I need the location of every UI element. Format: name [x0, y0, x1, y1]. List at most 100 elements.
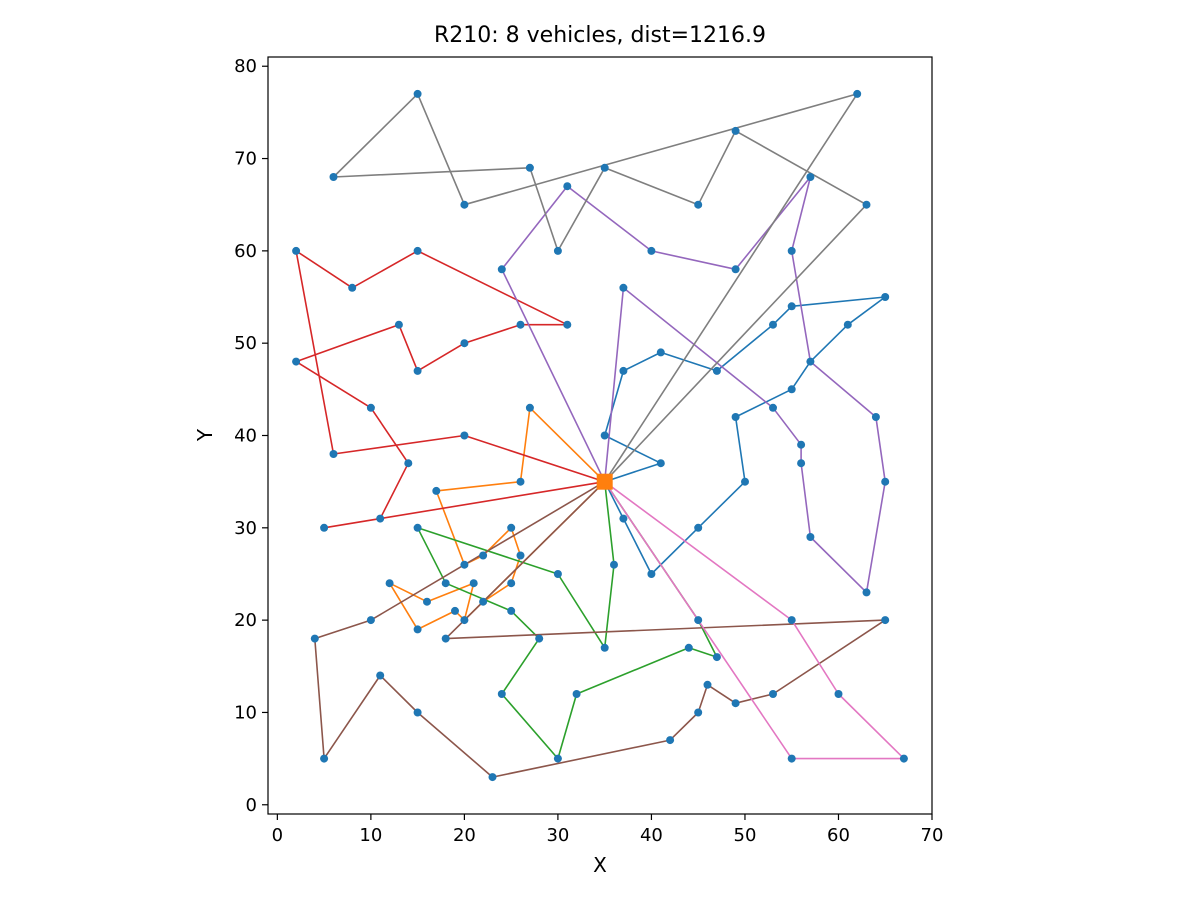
customer-point [656, 348, 665, 357]
customer-point [460, 560, 469, 569]
customer-point [694, 708, 703, 717]
customer-point [769, 690, 777, 698]
customer-point [731, 413, 740, 421]
y-tick-label: 40 [234, 426, 257, 447]
customer-point [600, 431, 609, 440]
customer-point [413, 366, 422, 375]
y-tick-label: 0 [246, 795, 257, 816]
customer-point [703, 680, 712, 689]
points-layer [292, 89, 908, 782]
y-tick-label: 80 [234, 56, 257, 77]
customer-point [647, 570, 656, 578]
customer-point [853, 89, 862, 98]
route-line-2 [388, 406, 606, 631]
customer-point [413, 89, 422, 98]
customer-point [619, 366, 628, 375]
y-tick-label: 30 [234, 518, 257, 539]
customer-point [451, 606, 459, 615]
x-tick-label: 10 [359, 825, 382, 846]
y-tick-label: 20 [234, 610, 257, 631]
customer-point [871, 413, 880, 421]
route-line-1 [603, 296, 887, 575]
customer-point [797, 440, 806, 449]
customer-point [862, 588, 871, 597]
y-tick-label: 60 [234, 241, 257, 262]
customer-point [862, 200, 871, 209]
customer-point [600, 643, 609, 652]
customer-point [394, 320, 403, 329]
customer-point [834, 690, 843, 698]
chart-title: R210: 8 vehicles, dist=1216.9 [434, 23, 766, 48]
plot-frame [267, 56, 933, 815]
customer-point [899, 754, 908, 763]
route-line-4 [295, 250, 605, 529]
route-line-7 [604, 481, 905, 760]
customer-point [787, 754, 796, 763]
customer-point [619, 283, 628, 292]
customer-point [694, 200, 703, 209]
x-tick-label: 20 [453, 825, 476, 846]
x-tick-label: 30 [546, 825, 569, 846]
customer-point [441, 579, 450, 588]
customer-point [516, 320, 525, 329]
customer-point [787, 246, 796, 255]
customer-point [806, 533, 815, 541]
customer-point [731, 699, 740, 708]
customer-point [488, 773, 497, 782]
customer-point [413, 708, 422, 717]
customer-point [553, 754, 562, 763]
customer-point [769, 320, 777, 329]
customer-point [479, 551, 488, 560]
customer-point [507, 606, 516, 615]
customer-point [376, 514, 385, 523]
route-line-6 [313, 481, 887, 778]
customer-point [553, 570, 562, 578]
customer-point [535, 634, 544, 643]
y-tick-label: 50 [234, 333, 257, 354]
customer-point [684, 643, 693, 652]
customer-point [694, 523, 703, 532]
customer-point [385, 579, 394, 588]
route-line-5 [500, 176, 887, 594]
customer-point [460, 200, 469, 209]
customer-point [292, 246, 301, 255]
y-axis-label: Y [193, 428, 217, 442]
customer-point [404, 459, 413, 468]
customer-point [647, 246, 656, 255]
customer-point [310, 634, 319, 643]
customer-point [769, 403, 777, 412]
customer-point [460, 431, 469, 440]
customer-point [413, 246, 422, 255]
customer-point [320, 754, 329, 763]
customer-point [694, 616, 703, 625]
customer-point [881, 293, 890, 301]
depot-marker [596, 473, 613, 490]
customer-point [432, 486, 441, 495]
customer-point [366, 616, 375, 625]
customer-point [666, 736, 675, 745]
customer-point [329, 173, 338, 181]
customer-point [507, 523, 516, 532]
customer-point [516, 477, 525, 486]
customer-point [610, 560, 618, 569]
customer-point [460, 616, 469, 625]
route-line-8 [332, 93, 868, 483]
customer-point [553, 246, 562, 255]
customer-point [292, 357, 301, 366]
customer-point [507, 579, 516, 588]
customer-point [413, 625, 422, 634]
customer-point [731, 265, 740, 274]
x-axis-label: X [593, 853, 607, 877]
customer-point [806, 173, 815, 181]
customer-point [366, 403, 375, 412]
customer-point [787, 616, 796, 625]
customer-point [572, 690, 581, 698]
customer-point [497, 690, 506, 698]
customer-point [423, 597, 431, 606]
customer-point [797, 459, 806, 468]
customer-point [320, 523, 329, 532]
depot-layer [596, 473, 613, 490]
customer-point [441, 634, 450, 643]
customer-point [469, 579, 478, 588]
